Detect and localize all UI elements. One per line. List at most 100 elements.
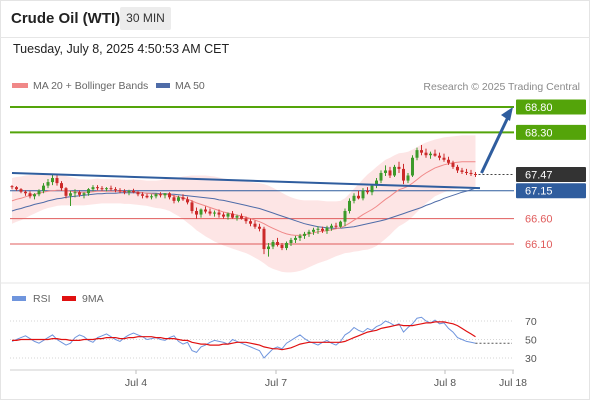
candle-body [51, 178, 54, 183]
candle-body [474, 173, 477, 175]
candle-body [258, 226, 261, 229]
price-levels-layer [10, 106, 514, 245]
candle-body [208, 211, 212, 214]
candles-layer [10, 145, 477, 257]
candle-body [145, 195, 149, 198]
price-label: 68.30 [525, 127, 553, 139]
candle-body [190, 202, 194, 212]
candle-body [231, 213, 234, 218]
candle-body [100, 188, 104, 190]
candle-body [114, 189, 117, 191]
rsi-tick-label: 30 [525, 353, 537, 365]
x-tick-label: Jul 7 [265, 377, 287, 389]
candle-body [339, 221, 342, 227]
candle-body [172, 197, 176, 201]
header: Crude Oil (WTI) 30 MIN [0, 0, 590, 38]
candle-body [294, 237, 297, 240]
candle-body [325, 227, 329, 231]
candle-body [393, 166, 396, 176]
candle-body [55, 178, 59, 184]
candle-body [415, 150, 419, 158]
candle-body [213, 212, 216, 214]
timeframe-badge[interactable]: 30 MIN [120, 7, 171, 30]
candle-body [343, 211, 347, 222]
ma20-legend-swatch [12, 83, 28, 88]
candle-body [276, 241, 279, 246]
credit-text: Research © 2025 Trading Central [423, 81, 580, 93]
candle-body [141, 194, 144, 196]
candle-body [123, 191, 126, 193]
candle-body [91, 187, 95, 190]
candle-body [289, 239, 293, 243]
forecast-arrow-shaft [480, 114, 511, 174]
candle-body [357, 195, 360, 199]
bollinger-layer [12, 135, 476, 273]
candle-body [375, 180, 378, 186]
candle-body [240, 216, 243, 219]
price-label: 68.80 [525, 102, 553, 114]
candle-body [456, 166, 459, 171]
candle-body [370, 185, 374, 193]
candle-body [307, 231, 311, 234]
price-label: 66.10 [525, 239, 553, 251]
timestamp: Tuesday, July 8, 2025 4:50:53 AM CET [13, 42, 230, 56]
price-labels-layer: 68.80 68.30 67.47 67.15 66.60 66.10 [516, 99, 586, 251]
candle-body [60, 183, 63, 189]
candle-body [429, 153, 432, 156]
candle-body [78, 192, 81, 195]
candle-body [316, 228, 320, 230]
candle-body [136, 192, 140, 195]
rsi-legend-label: RSI [33, 293, 51, 305]
candle-body [10, 186, 14, 188]
candle-body [420, 150, 423, 153]
candle-body [451, 162, 455, 167]
candle-body [19, 189, 23, 192]
rsi-ma-legend-swatch [62, 296, 76, 301]
candle-body [397, 166, 401, 169]
candle-body [150, 196, 153, 198]
candle-body [195, 211, 198, 215]
candle-body [118, 190, 122, 192]
x-axis: Jul 4 Jul 7 Jul 8 Jul 18 [125, 370, 527, 389]
x-tick-label: Jul 18 [499, 377, 527, 389]
candle-body [69, 193, 72, 196]
candle-body [168, 193, 171, 198]
candle-body [249, 221, 252, 224]
rsi-layer: 70 50 30 [10, 316, 537, 365]
ma50-line [11, 187, 476, 229]
rsi-legend-swatch [12, 296, 26, 301]
candle-body [64, 188, 68, 196]
candle-body [348, 200, 351, 212]
bollinger-band-fill [12, 135, 476, 273]
trend-layer [11, 107, 513, 190]
rsi-ma-legend-label: 9MA [82, 293, 104, 305]
candle-body [217, 212, 221, 215]
candle-body [177, 197, 180, 201]
candle-body [105, 188, 108, 190]
candle-body [366, 190, 369, 193]
candle-body [330, 225, 333, 228]
candle-body [433, 153, 437, 156]
candle-body [199, 209, 203, 215]
candle-body [42, 185, 45, 191]
candle-body [96, 187, 99, 189]
candle-body [15, 187, 18, 190]
candle-body [442, 157, 446, 160]
candle-body [163, 193, 167, 196]
candle-body [204, 209, 207, 212]
price-label-box [516, 99, 586, 115]
x-tick-label: Jul 4 [125, 377, 147, 389]
rsi-ma-line [12, 321, 476, 351]
candle-body [321, 228, 324, 231]
candle-body [73, 192, 77, 194]
candle-body [352, 195, 356, 201]
candle-body [280, 245, 284, 249]
candle-body [132, 190, 135, 193]
ma50-legend-swatch [156, 83, 170, 88]
candle-body [334, 225, 338, 227]
candle-body [235, 216, 239, 218]
price-label: 66.60 [525, 214, 553, 226]
candle-body [271, 241, 275, 247]
candle-body [127, 190, 131, 193]
